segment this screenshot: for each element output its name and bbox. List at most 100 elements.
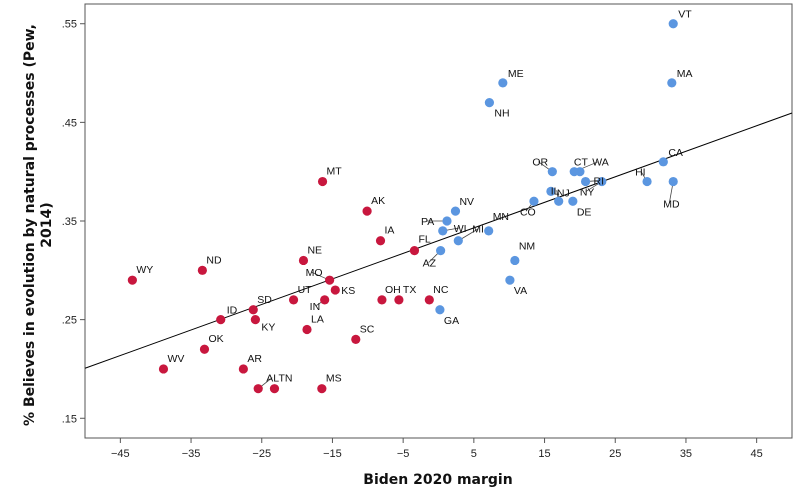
point-nc — [424, 295, 434, 305]
point-label-in: IN — [310, 301, 321, 313]
point-ky — [250, 315, 260, 325]
point-mn — [484, 226, 494, 236]
point-label-wv: WV — [167, 353, 184, 365]
point-label-mi: MI — [472, 224, 484, 236]
point-label-tn: TN — [278, 373, 292, 385]
point-wa — [569, 167, 579, 177]
x-tick-label: 35 — [680, 448, 692, 460]
point-label-wy: WY — [136, 264, 153, 276]
point-label-sd: SD — [257, 294, 272, 306]
point-ms — [317, 384, 327, 394]
point-ia — [375, 236, 386, 246]
point-va — [505, 275, 515, 285]
point-label-ak: AK — [371, 195, 385, 207]
point-la — [302, 324, 312, 335]
point-label-ny: NY — [580, 187, 595, 199]
point-label-de: DE — [577, 206, 592, 218]
point-nd — [197, 265, 207, 275]
point-oh — [377, 295, 387, 305]
point-ut — [288, 295, 299, 305]
x-tick-label: 5 — [471, 448, 477, 460]
y-tick-label: .35 — [62, 216, 77, 228]
x-tick-label: −45 — [111, 448, 130, 460]
point-label-va: VA — [514, 285, 527, 297]
point-label-vt: VT — [678, 9, 692, 21]
x-tick-label: −25 — [252, 448, 271, 460]
point-label-ma: MA — [677, 68, 693, 80]
point-label-nv: NV — [459, 196, 474, 208]
x-tick-label: 25 — [609, 448, 621, 460]
point-ok — [199, 344, 210, 354]
regression-line — [84, 112, 793, 369]
point-nh — [484, 98, 495, 108]
y-tick-label: .25 — [62, 315, 77, 327]
point-ri — [580, 176, 591, 187]
point-label-ms: MS — [326, 373, 342, 385]
point-ga — [435, 305, 445, 315]
y-tick-label: .45 — [62, 117, 77, 129]
point-label-nd: ND — [206, 254, 222, 266]
point-label-ri: RI — [594, 176, 605, 188]
point-label-ut: UT — [298, 284, 313, 296]
y-tick-label: .15 — [62, 413, 77, 425]
point-label-oh: OH — [385, 284, 401, 296]
point-label-ks: KS — [341, 285, 355, 297]
point-nm — [510, 255, 520, 266]
point-label-al: AL — [266, 373, 279, 385]
point-label-wa: WA — [592, 157, 609, 169]
x-tick-label: 45 — [751, 448, 763, 460]
point-ma — [667, 78, 677, 88]
point-label-ky: KY — [261, 322, 275, 334]
point-label-ga: GA — [444, 315, 459, 327]
point-label-il: IL — [551, 185, 560, 197]
point-sc — [351, 334, 361, 344]
point-pa — [442, 216, 452, 226]
point-al — [253, 384, 263, 394]
point-label-or: OR — [532, 157, 548, 169]
point-label-az: AZ — [423, 258, 437, 270]
point-co — [529, 196, 539, 206]
point-mt — [317, 176, 328, 187]
point-wv — [158, 364, 169, 374]
point-label-wi: WI — [454, 223, 467, 235]
point-ne — [298, 255, 309, 266]
x-tick-label: −5 — [397, 448, 410, 460]
point-de — [568, 196, 578, 206]
point-md — [668, 176, 678, 187]
y-axis-title-line-1: % Believes in evolution by natural proce… — [22, 24, 38, 426]
point-tn — [269, 384, 280, 394]
point-label-pa: PA — [421, 216, 434, 228]
point-label-nm: NM — [519, 240, 535, 252]
data-points — [127, 19, 678, 394]
point-vt — [668, 19, 678, 29]
y-axis: .15 .25 .35 .45 .55 — [62, 19, 85, 425]
x-tick-label: 15 — [538, 448, 550, 460]
point-sd — [248, 305, 258, 315]
point-wy — [127, 275, 137, 285]
point-label-id: ID — [227, 305, 238, 317]
point-label-mn: MN — [493, 211, 509, 223]
point-az — [436, 245, 446, 256]
point-label-la: LA — [311, 314, 324, 326]
point-label-tx: TX — [403, 284, 416, 296]
point-me — [498, 78, 508, 88]
point-label-ca: CA — [668, 147, 683, 159]
point-label-nh: NH — [494, 108, 509, 120]
point-label-hi: HI — [635, 167, 646, 179]
point-label-mo: MO — [306, 267, 323, 279]
point-wi — [438, 226, 448, 236]
point-label-nc: NC — [433, 284, 449, 296]
y-tick-label: .55 — [62, 19, 77, 31]
point-label-ia: IA — [385, 225, 395, 237]
point-label-me: ME — [508, 68, 524, 80]
x-axis-title: Biden 2020 margin — [363, 472, 512, 488]
point-fl — [409, 245, 420, 256]
point-ca — [658, 157, 668, 167]
point-il — [554, 196, 564, 206]
point-mi — [453, 236, 463, 246]
point-label-ct: CT — [574, 157, 589, 169]
point-label-ok: OK — [208, 333, 223, 345]
point-label-md: MD — [663, 199, 680, 211]
